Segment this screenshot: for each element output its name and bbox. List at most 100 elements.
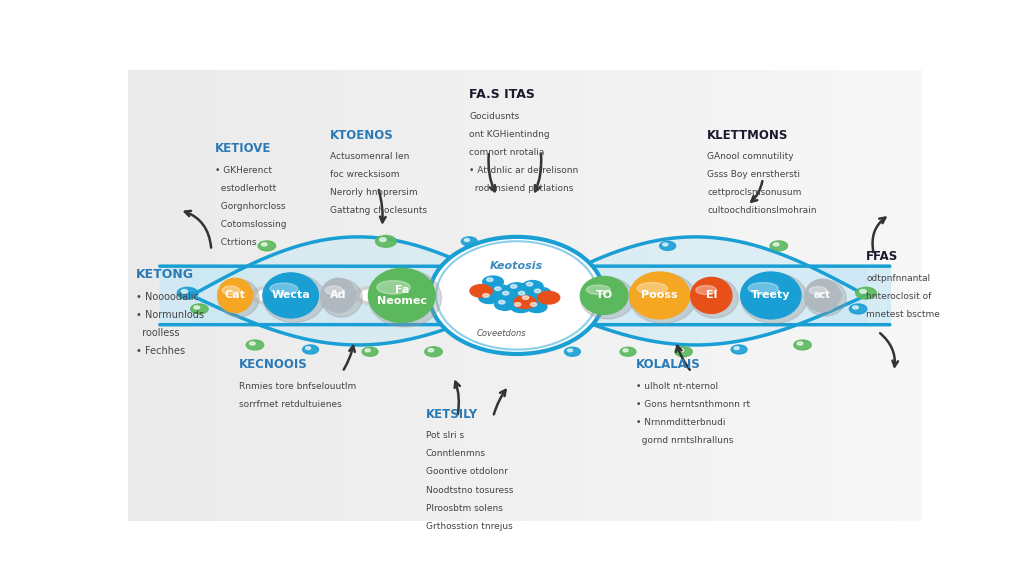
- Circle shape: [518, 291, 525, 295]
- Text: Gsss Boy enrsthersti: Gsss Boy enrsthersti: [708, 170, 801, 179]
- Text: GAnool comnutility: GAnool comnutility: [708, 152, 794, 161]
- Text: Coveetdons: Coveetdons: [476, 329, 525, 338]
- Circle shape: [258, 241, 275, 251]
- Text: Ad: Ad: [330, 290, 346, 301]
- Ellipse shape: [690, 278, 738, 318]
- Ellipse shape: [321, 278, 355, 312]
- Circle shape: [470, 285, 493, 297]
- Circle shape: [564, 287, 596, 304]
- Text: estodlerhott: estodlerhott: [215, 184, 276, 192]
- Text: KOLALAIS: KOLALAIS: [636, 359, 700, 371]
- Text: Cat: Cat: [224, 290, 246, 301]
- Circle shape: [495, 298, 515, 310]
- Circle shape: [526, 301, 547, 312]
- Text: • Nrnnmditterbnudi: • Nrnnmditterbnudi: [636, 418, 725, 427]
- Text: FFAS: FFAS: [866, 250, 898, 263]
- Text: Wecta: Wecta: [271, 290, 310, 301]
- Circle shape: [526, 283, 532, 286]
- Circle shape: [514, 302, 521, 306]
- Circle shape: [425, 347, 442, 357]
- Text: gornd nrntslhralluns: gornd nrntslhralluns: [636, 436, 733, 445]
- Text: Gocidusnts: Gocidusnts: [469, 112, 519, 121]
- Circle shape: [380, 238, 386, 242]
- Circle shape: [354, 287, 386, 304]
- Circle shape: [181, 290, 187, 293]
- Text: KTOENOS: KTOENOS: [331, 129, 394, 142]
- Ellipse shape: [630, 273, 696, 324]
- Text: Nerorly hnoprersim: Nerorly hnoprersim: [331, 188, 418, 197]
- Circle shape: [860, 290, 866, 293]
- Ellipse shape: [218, 279, 259, 317]
- Circle shape: [522, 281, 543, 292]
- Ellipse shape: [630, 272, 690, 319]
- Circle shape: [731, 345, 748, 354]
- Text: Actusomenral len: Actusomenral len: [331, 152, 410, 161]
- Text: • Fechhes: • Fechhes: [136, 346, 185, 356]
- Ellipse shape: [369, 269, 441, 327]
- Circle shape: [482, 294, 489, 297]
- Circle shape: [428, 349, 434, 352]
- Text: Conntlenmns: Conntlenmns: [426, 449, 485, 459]
- Ellipse shape: [581, 277, 628, 314]
- Circle shape: [514, 296, 536, 308]
- Circle shape: [530, 287, 551, 299]
- Circle shape: [261, 243, 267, 246]
- Circle shape: [194, 306, 200, 309]
- Text: KLETTMONS: KLETTMONS: [708, 129, 788, 142]
- Text: sorrfrnet retdultuienes: sorrfrnet retdultuienes: [240, 400, 342, 409]
- Text: • ulholt nt-nternol: • ulholt nt-nternol: [636, 382, 718, 391]
- Ellipse shape: [436, 241, 598, 350]
- Text: KECNOOIS: KECNOOIS: [240, 359, 308, 371]
- Ellipse shape: [809, 287, 826, 295]
- Circle shape: [499, 300, 505, 304]
- Circle shape: [564, 347, 581, 356]
- Ellipse shape: [690, 277, 732, 314]
- Text: Pot slri s: Pot slri s: [426, 432, 464, 441]
- Text: Fa
Neomec: Fa Neomec: [377, 285, 427, 306]
- Circle shape: [464, 239, 469, 242]
- Text: mnetest bsctme: mnetest bsctme: [866, 310, 940, 319]
- Circle shape: [461, 237, 477, 246]
- Text: comnort nrotalia: comnort nrotalia: [469, 147, 545, 157]
- Circle shape: [507, 283, 527, 294]
- Circle shape: [522, 296, 528, 300]
- Circle shape: [177, 287, 198, 299]
- Circle shape: [495, 287, 501, 291]
- Text: Noodtstno tosuress: Noodtstno tosuress: [426, 486, 513, 494]
- Text: Rnmies tore bnfselouutlm: Rnmies tore bnfselouutlm: [240, 382, 356, 391]
- Text: Treety: Treety: [751, 290, 791, 301]
- Ellipse shape: [581, 277, 634, 319]
- Text: Ctrtions: Ctrtions: [215, 238, 257, 247]
- Circle shape: [530, 302, 537, 306]
- Circle shape: [817, 290, 836, 301]
- Text: El: El: [706, 290, 717, 301]
- Ellipse shape: [222, 286, 240, 295]
- Circle shape: [853, 306, 858, 309]
- Ellipse shape: [587, 285, 610, 294]
- Text: Keotosis: Keotosis: [490, 261, 544, 271]
- Ellipse shape: [377, 281, 411, 294]
- Text: • Attdnlic ar detrelisonn: • Attdnlic ar detrelisonn: [469, 166, 579, 175]
- Text: KETSILY: KETSILY: [426, 408, 478, 421]
- Text: act: act: [814, 290, 830, 301]
- Ellipse shape: [263, 274, 325, 322]
- Ellipse shape: [326, 286, 343, 295]
- Circle shape: [856, 287, 877, 299]
- Circle shape: [811, 287, 842, 304]
- Circle shape: [362, 347, 378, 356]
- Text: cettproclsmsonusum: cettproclsmsonusum: [708, 188, 802, 197]
- Text: ont KGHientindng: ont KGHientindng: [469, 130, 550, 139]
- Circle shape: [511, 285, 517, 288]
- Ellipse shape: [805, 279, 840, 312]
- Text: odtpnfnnantal: odtpnfnnantal: [866, 274, 930, 283]
- Ellipse shape: [270, 283, 298, 294]
- Circle shape: [773, 243, 779, 246]
- Ellipse shape: [696, 285, 717, 294]
- Text: KETONG: KETONG: [136, 269, 194, 281]
- Text: Grthosstion tnrejus: Grthosstion tnrejus: [426, 522, 512, 531]
- Text: hnteroclosit of: hnteroclosit of: [866, 292, 932, 301]
- Circle shape: [376, 236, 396, 247]
- Circle shape: [675, 347, 692, 357]
- Text: • Gons herntsnthmonn rt: • Gons herntsnthmonn rt: [636, 400, 750, 409]
- Circle shape: [518, 294, 539, 306]
